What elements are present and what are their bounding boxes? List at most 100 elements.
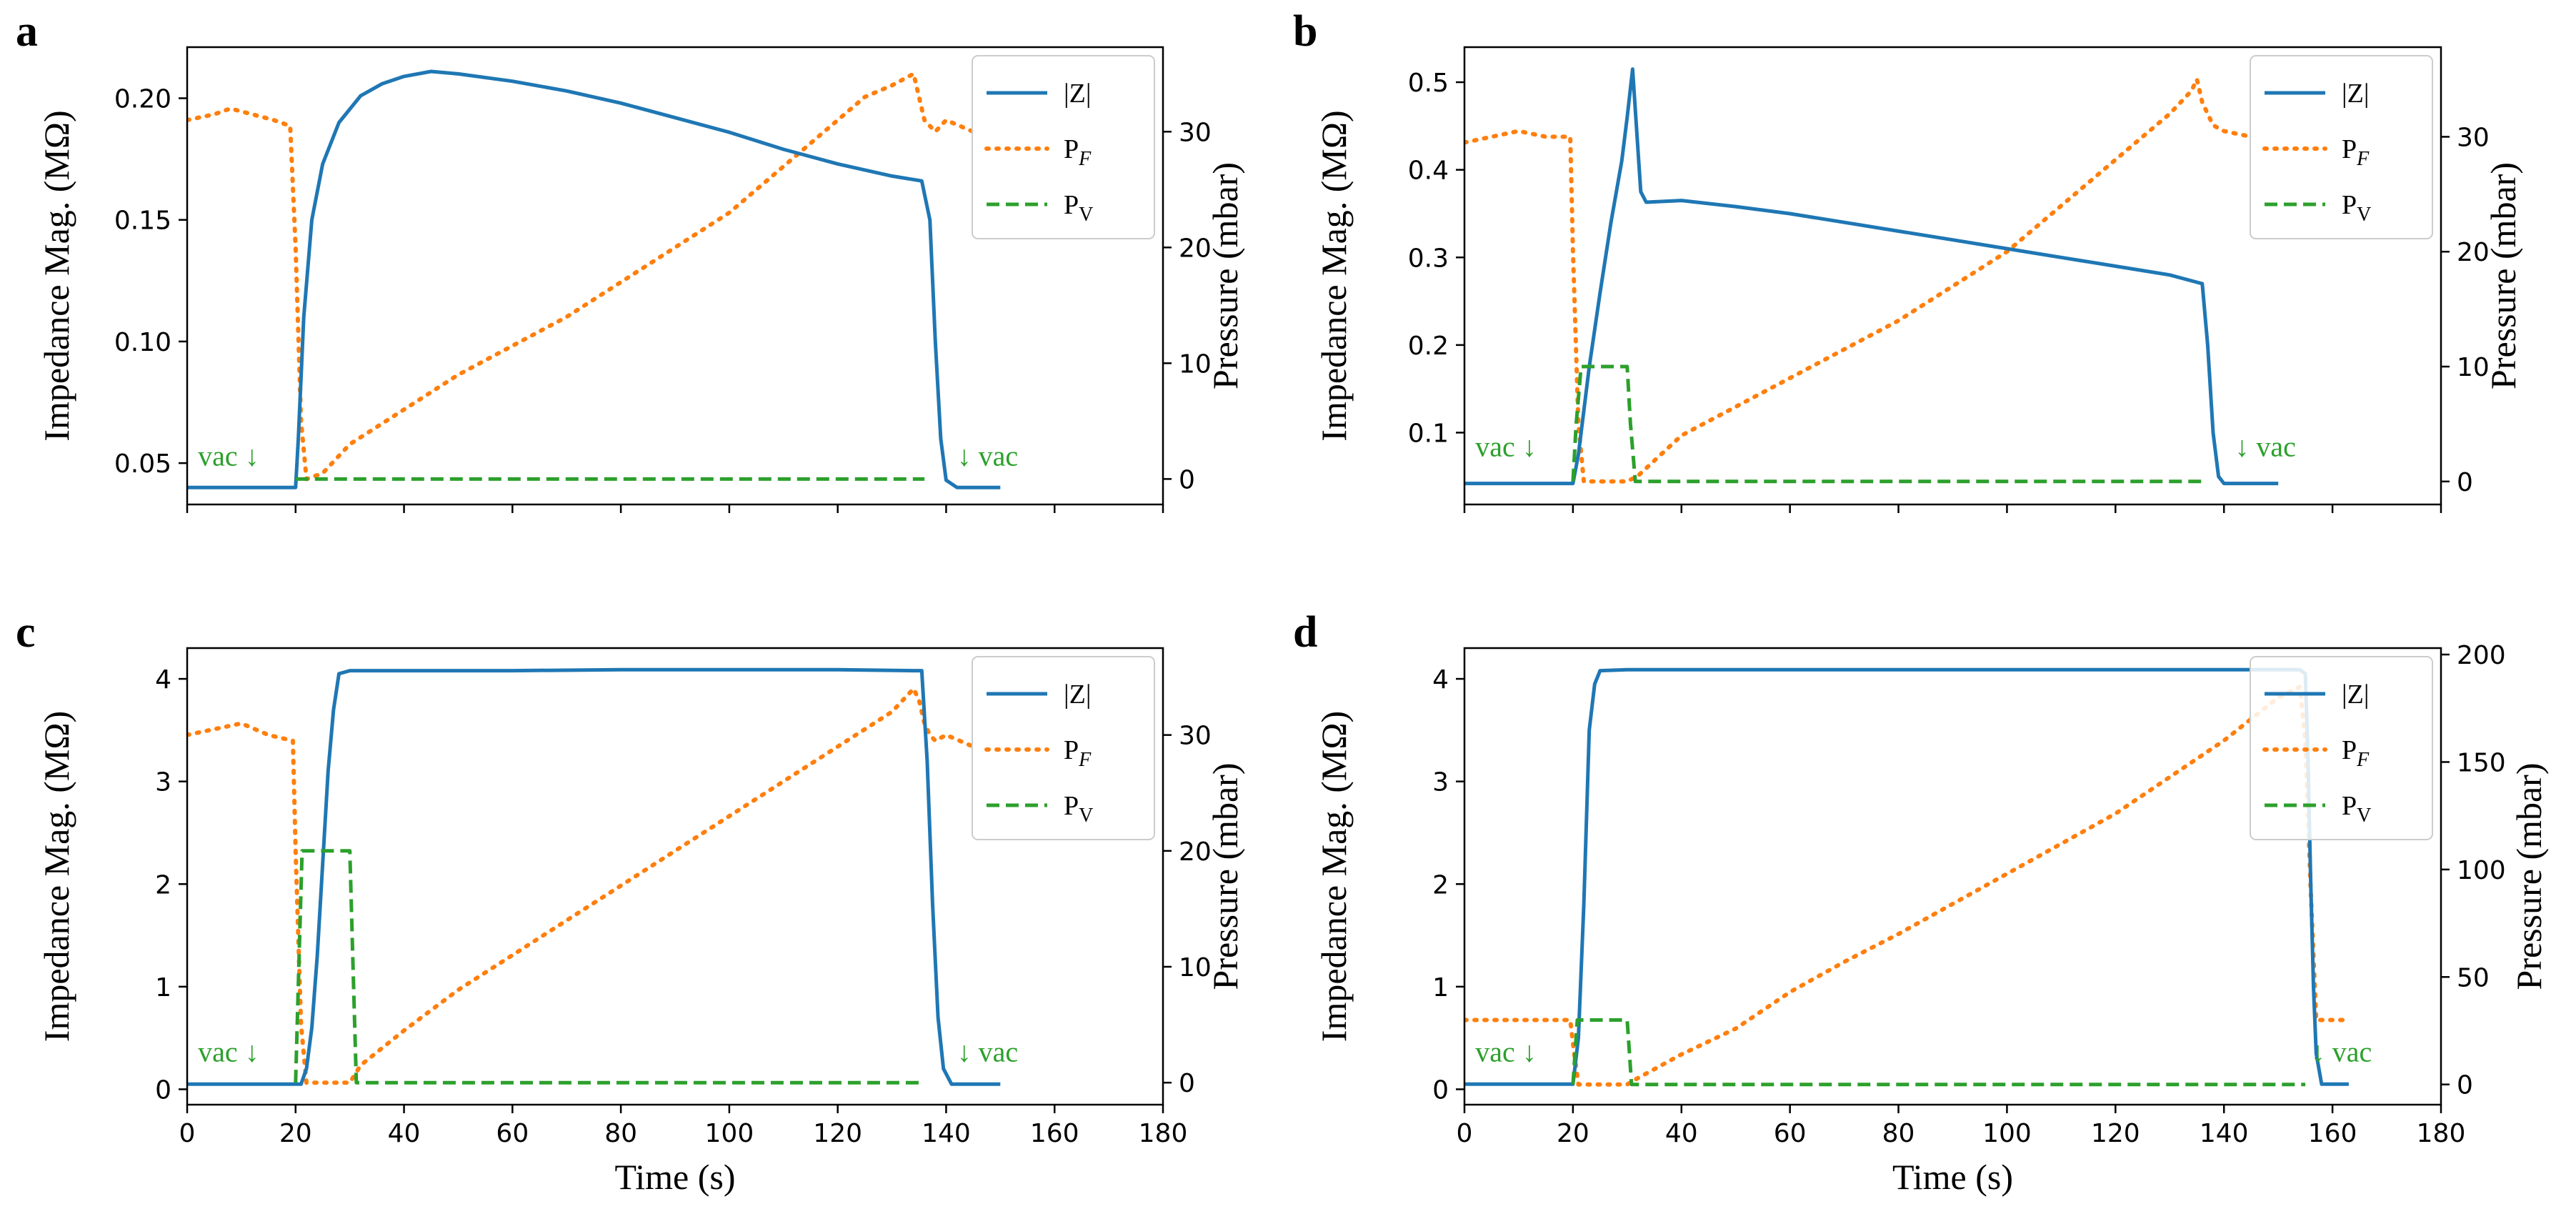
x-tick-label: 100 [1982, 1119, 2032, 1148]
plot-frame [1463, 46, 2442, 506]
legend-subscript: V [1079, 805, 1093, 827]
legend-frame [2250, 55, 2433, 239]
x-tick-label: 120 [813, 1119, 862, 1148]
y-tick-label: 1 [155, 973, 171, 1002]
panel-letter: c [16, 608, 36, 657]
y2-tick-label: 200 [2457, 641, 2506, 670]
panel-d: d0 20 40 60 80 100 120 140 160 180012340501001502… [1293, 608, 2549, 1197]
y2-tick-label: 0 [1179, 465, 1195, 494]
panel-letter: a [16, 7, 38, 56]
x-tick-label: 60 [1774, 1119, 1807, 1148]
legend-subscript: F [1078, 749, 1092, 771]
legend: |Z| PF PV [2250, 55, 2433, 239]
series-line-pf [187, 71, 976, 482]
series-line-z [1464, 667, 2349, 1086]
x-tick-label: 140 [922, 1119, 971, 1148]
x-tick-label: 100 [705, 1119, 754, 1148]
y2-tick-label: 30 [2457, 123, 2490, 152]
x-tick-label: 80 [1882, 1119, 1915, 1148]
legend-label-z: |Z| [1064, 79, 1091, 109]
panel-b: b 0.1 0.2 0.3 0.4 0.5 0 10 20 30 Impedance Mag. (M… [1293, 7, 2523, 513]
x-tick-label: 120 [2091, 1119, 2140, 1148]
y-tick-label: 4 [155, 665, 171, 695]
y-axis-title: Impedance Mag. (MΩ) [36, 110, 76, 441]
y-tick-label: 0.1 [1408, 419, 1449, 448]
x-tick-label: 140 [2200, 1119, 2249, 1148]
legend-frame [972, 656, 1155, 840]
legend-subscript: F [2356, 749, 2370, 771]
x-axis-title: Time (s) [614, 1157, 735, 1197]
y2-tick-label: 20 [1179, 234, 1212, 263]
y-tick-label: 0.4 [1408, 156, 1449, 186]
x-tick-label: 20 [279, 1119, 312, 1148]
legend-label-pv: PV [2342, 190, 2371, 226]
series-line-z [187, 667, 1001, 1086]
legend-label-z: |Z| [2342, 680, 2369, 710]
panel-letter: b [1293, 7, 1317, 56]
y-tick-label: 0.10 [114, 328, 171, 357]
panel-c: c0 20 40 60 80 100 120 140 160 180012340102030Imp… [16, 608, 1245, 1197]
legend-subscript: F [2356, 148, 2370, 170]
legend-label-z: |Z| [2342, 79, 2369, 109]
series-line-pf [1464, 685, 2351, 1087]
x-tick-label: 180 [2417, 1119, 2466, 1148]
legend-label-pf: PF [2342, 134, 2370, 170]
vac-annotation: vac ↓ [198, 440, 259, 472]
y2-tick-label: 30 [1179, 118, 1212, 147]
vac-annotation: ↓ vac [2235, 431, 2296, 463]
plot-frame [186, 647, 1164, 1106]
series-group [1464, 67, 2279, 486]
y-tick-label: 0.5 [1408, 69, 1449, 98]
legend-subscript: V [1079, 204, 1093, 226]
y2-tick-label: 0 [2457, 468, 2473, 497]
series-line-pf [1464, 77, 2254, 484]
series-line-pf [187, 686, 976, 1085]
y-tick-label: 0.20 [114, 84, 171, 114]
y2-tick-label: 20 [1179, 837, 1212, 867]
y-axis-title: Impedance Mag. (MΩ) [36, 711, 76, 1042]
y-axis-title: Impedance Mag. (MΩ) [1314, 711, 1354, 1042]
legend-frame [972, 55, 1155, 239]
y2-axis-title: Pressure (mbar) [2483, 162, 2523, 389]
x-tick-label: 40 [1665, 1119, 1698, 1148]
y-tick-label: 3 [155, 768, 171, 797]
y2-tick-label: 0 [2457, 1071, 2473, 1100]
x-tick-label: 20 [1557, 1119, 1589, 1148]
x-tick-label: 180 [1139, 1119, 1188, 1148]
y2-axis-title: Pressure (mbar) [1205, 763, 1245, 990]
y-tick-label: 0.2 [1408, 332, 1449, 361]
plot-frame [186, 46, 1164, 506]
legend-subscript: F [1078, 148, 1092, 170]
y2-axis-title: Pressure (mbar) [1205, 162, 1245, 389]
y-tick-label: 0 [155, 1075, 171, 1105]
x-tick-label: 40 [388, 1119, 421, 1148]
x-axis-title: Time (s) [1892, 1157, 2013, 1197]
panel-a: a 0.05 0.10 0.15 0.20 0 10 20 30 Impedance Mag. (… [16, 7, 1245, 513]
vac-annotation: ↓ vac [957, 1036, 1019, 1068]
series-line-z [187, 69, 1001, 489]
x-tick-label: 80 [604, 1119, 637, 1148]
y2-tick-label: 50 [2457, 963, 2490, 992]
y-tick-label: 0.3 [1408, 244, 1449, 273]
series-line-pv [1571, 364, 2202, 484]
y-tick-label: 2 [155, 870, 171, 900]
y2-tick-label: 0 [1179, 1069, 1195, 1098]
vac-annotation: vac ↓ [1475, 1036, 1537, 1068]
y-axis-title: Impedance Mag. (MΩ) [1314, 110, 1354, 441]
y-tick-label: 0.15 [114, 207, 171, 236]
series-line-pv [294, 849, 925, 1085]
series-line-pv [1571, 1018, 2306, 1087]
legend-label-z: |Z| [1064, 680, 1091, 710]
y-tick-label: 2 [1432, 870, 1449, 900]
x-tick-label: 0 [1457, 1119, 1473, 1148]
y-tick-label: 4 [1432, 665, 1449, 695]
series-group [187, 69, 1001, 489]
vac-annotation: vac ↓ [198, 1036, 259, 1068]
x-tick-label: 160 [1030, 1119, 1079, 1148]
x-tick-label: 160 [2308, 1119, 2357, 1148]
x-tick-label: 60 [496, 1119, 529, 1148]
